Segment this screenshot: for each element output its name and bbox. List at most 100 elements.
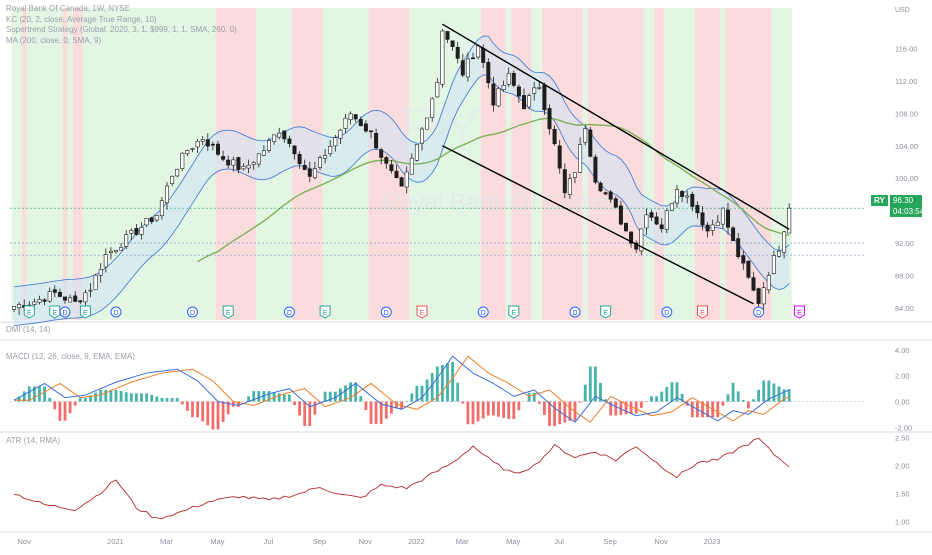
macd-histogram-bar [492, 401, 495, 416]
legend-dmi[interactable]: DMI (14, 14) [6, 325, 51, 334]
candle [144, 218, 149, 227]
macd-histogram-bar [553, 401, 556, 426]
candle [567, 173, 572, 199]
time-tick-label: Mar [160, 537, 173, 546]
candle-body [430, 98, 435, 119]
candle-body [440, 30, 445, 85]
candle-body [175, 168, 180, 177]
candle [282, 130, 287, 143]
legend-ma[interactable]: MA (200, close, 0, SMA, 9) [6, 35, 102, 45]
candle [455, 42, 460, 64]
earnings-marker [416, 305, 428, 319]
event-marker-label: E [700, 310, 705, 317]
candle [562, 163, 567, 199]
candle-body [190, 148, 195, 150]
candle [236, 156, 241, 174]
candle [338, 128, 343, 145]
candle-body [741, 255, 746, 264]
macd-histogram-bar [502, 401, 505, 418]
candle [165, 182, 170, 210]
macd-histogram-bar [405, 400, 409, 402]
regime-band [654, 8, 665, 320]
regime-band [771, 8, 792, 320]
event-marker-label: D [572, 310, 577, 317]
macd-histogram-bar [226, 401, 230, 415]
macd-histogram-bar [298, 401, 301, 416]
candle [210, 141, 215, 151]
candle [486, 58, 491, 89]
macd-histogram-bar [58, 401, 62, 421]
macd-histogram-bar [109, 389, 113, 402]
candle [639, 228, 644, 256]
candle-body [404, 171, 409, 188]
event-marker-label: E [27, 310, 32, 317]
candle [277, 127, 282, 140]
candle-body [720, 207, 725, 225]
candle-body [73, 295, 78, 302]
candle [695, 201, 700, 219]
macd-histogram-bar [639, 401, 643, 408]
candle [756, 287, 761, 310]
candle-body [368, 130, 373, 133]
candle [720, 207, 725, 229]
candle [231, 156, 236, 172]
candle-body [159, 200, 164, 217]
macd-histogram-bar [68, 401, 72, 414]
candle [669, 202, 674, 212]
dividend-marker [283, 306, 295, 318]
candle-body [552, 128, 557, 145]
dmi-legend: DMI (14, 14) [6, 325, 50, 336]
candle-body [42, 299, 47, 302]
macd-histogram-bar [73, 401, 77, 406]
macd-histogram-bar [726, 394, 730, 402]
time-tick-label: Jul [264, 537, 274, 546]
event-marker-label: D [190, 310, 195, 317]
macd-histogram-bar [119, 391, 123, 402]
candle-body [562, 169, 567, 194]
macd-histogram-bar [384, 401, 388, 419]
candle [93, 273, 98, 290]
candle [103, 248, 108, 273]
candle [583, 125, 588, 146]
candle [537, 81, 542, 90]
candle-body [506, 72, 511, 85]
candle-body [414, 144, 419, 161]
legend-kc[interactable]: KC (20, 2, close, Average True Range, 10… [6, 14, 157, 24]
legend-supertrend[interactable]: Supertrend Strategy (Global, 2020, 3, 1,… [6, 25, 237, 34]
macd-histogram-bar [532, 392, 536, 402]
keltner-lower [13, 74, 790, 327]
candle [501, 80, 506, 92]
regime-band [11, 8, 22, 320]
candle [261, 145, 266, 156]
candle [445, 30, 450, 44]
candle-body [603, 192, 608, 195]
candle-body [328, 146, 333, 154]
candle [68, 294, 73, 303]
macd-tick-label: 2.00 [895, 372, 910, 381]
candle-body [669, 203, 674, 211]
macd-histogram-bar [344, 385, 347, 402]
candle-body [210, 143, 215, 146]
candle-body [389, 164, 394, 171]
candle [251, 161, 256, 170]
candle [195, 138, 200, 153]
candle-body [419, 128, 424, 144]
candle [241, 163, 246, 171]
macd-histogram-bar [211, 401, 215, 430]
macd-histogram-bar [282, 394, 286, 402]
macd-histogram-bar [364, 401, 368, 411]
candle [266, 137, 271, 153]
candle-body [226, 159, 231, 166]
time-tick-label: Nov [359, 537, 373, 546]
candle-body [465, 58, 470, 78]
price-tick-label: 100.00 [895, 174, 918, 183]
macd-histogram-bar [594, 366, 597, 402]
legend-title[interactable]: Royal Bank Of Canada, 1W, NYSE [6, 4, 131, 13]
candle [552, 125, 557, 146]
candle-body [144, 218, 149, 226]
legend-macd[interactable]: MACD (12, 26, close, 9, EMA, EMA) [6, 352, 135, 361]
candle [343, 113, 348, 133]
legend-atr[interactable]: ATR (14, RMA) [6, 436, 61, 445]
candle [272, 134, 277, 145]
